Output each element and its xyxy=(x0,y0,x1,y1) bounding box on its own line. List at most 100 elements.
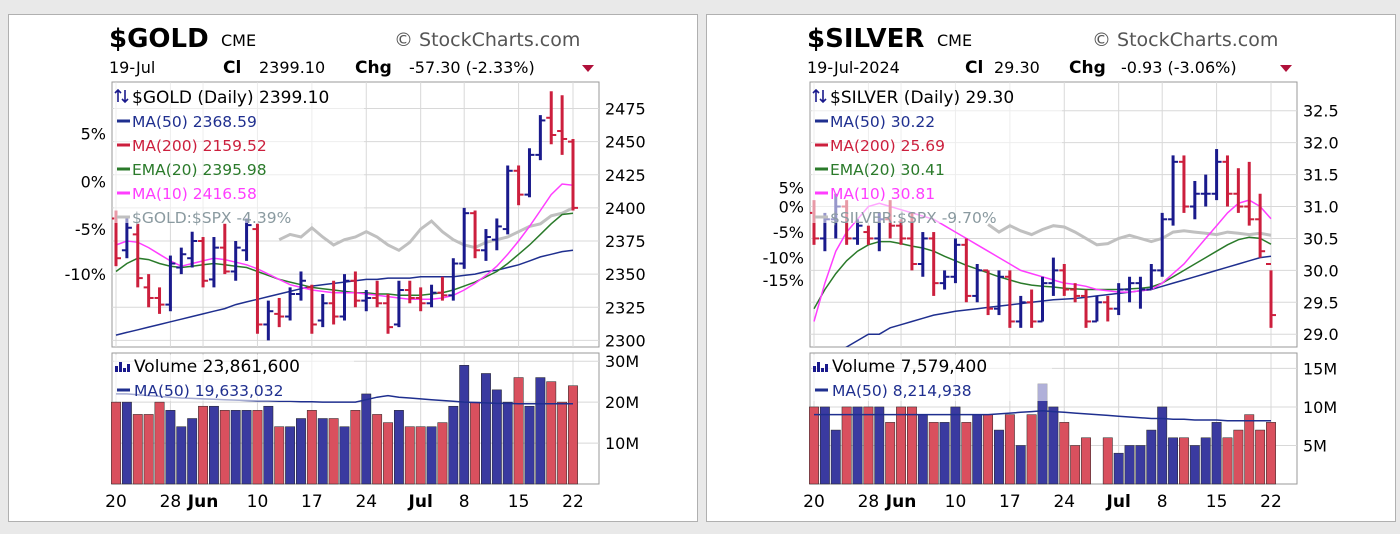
close-label: Cl xyxy=(223,58,241,78)
price-tick-label: 31.5 xyxy=(1303,166,1339,185)
volume-bar xyxy=(841,406,852,485)
ohlc-bar xyxy=(1037,276,1048,323)
price-tick-label: 29.0 xyxy=(1303,325,1339,344)
ohlc-bar xyxy=(437,276,448,301)
x-tick-label: 20 xyxy=(105,492,127,512)
volume-bar xyxy=(502,401,513,485)
volume-bar xyxy=(1211,422,1222,485)
volume-bar xyxy=(1081,437,1091,485)
close-label: Cl xyxy=(965,58,983,78)
price-tick-label: 2325 xyxy=(605,298,646,317)
ohlc-bar xyxy=(426,284,437,308)
volume-tick-label: 10M xyxy=(605,434,639,453)
silver-chart-panel: $SILVER CME © StockCharts.com 19-Jul-2024 Cl… xyxy=(706,14,1396,522)
x-tick-label: 10 xyxy=(945,492,967,512)
volume-bar xyxy=(1124,445,1135,485)
ohlc-bar xyxy=(274,297,285,328)
gold-chart: $GOLD CME © StockCharts.com 19-Jul Cl 2399.10… xyxy=(65,24,646,512)
ohlc-bar xyxy=(950,238,961,284)
ohlc-bar xyxy=(546,91,557,145)
volume-bar xyxy=(1222,437,1233,485)
x-tick-label: 28 xyxy=(160,492,182,512)
volume-bar xyxy=(1157,406,1168,485)
ohlc-bar xyxy=(1157,212,1168,277)
ohlc-bar xyxy=(1048,257,1059,296)
ohlc-bar xyxy=(993,270,1004,316)
price-tick-label: 2300 xyxy=(605,331,646,350)
down-arrow-icon xyxy=(1280,65,1292,72)
volume-icon xyxy=(813,366,816,372)
ohlc-bar xyxy=(535,115,546,161)
ohlc-bar xyxy=(1124,276,1135,303)
percent-tick-label: -5% xyxy=(75,220,106,239)
volume-bar xyxy=(219,410,230,485)
volume-icon xyxy=(127,364,130,372)
price-tick-label: 2350 xyxy=(605,265,646,284)
volume-legend-title: Volume 23,861,600 xyxy=(134,357,300,377)
legend-backdrop xyxy=(812,83,1062,223)
close-value: 2399.10 xyxy=(259,58,325,77)
volume-bar xyxy=(383,422,393,485)
ohlc-bar xyxy=(241,218,252,261)
volume-bar xyxy=(896,406,906,485)
volume-bar xyxy=(906,406,917,485)
price-tick-label: 29.5 xyxy=(1303,293,1339,312)
volume-ma50-line xyxy=(814,410,1271,422)
x-tick-label: 8 xyxy=(1157,492,1168,512)
volume-bar xyxy=(1200,437,1211,485)
ohlc-bar xyxy=(230,241,241,281)
volume-bar xyxy=(491,389,502,485)
volume-bar xyxy=(176,426,187,485)
legend-ma10: MA(10) 2416.58 xyxy=(132,185,257,203)
ohlc-bar xyxy=(1059,263,1070,296)
ohlc-bar xyxy=(328,280,339,325)
ohlc-bar xyxy=(983,269,994,316)
ohlc-bar xyxy=(383,294,394,334)
price-tick-label: 32.5 xyxy=(1303,102,1339,121)
volume-icon xyxy=(119,362,122,372)
price-tick-label: 32.0 xyxy=(1303,134,1339,153)
down-arrow-icon xyxy=(582,65,594,72)
percent-tick-label: -15% xyxy=(763,271,804,290)
volume-bar xyxy=(950,406,961,485)
legend-ma10: MA(10) 30.81 xyxy=(830,185,935,203)
volume-tick-label: 15M xyxy=(1303,359,1337,378)
exchange-label: CME xyxy=(221,31,256,50)
legend-ma50: MA(50) 2368.59 xyxy=(132,113,257,131)
percent-tick-label: 0% xyxy=(81,172,106,191)
ohlc-bar xyxy=(317,294,328,328)
legend-rel: $SILVER:$SPX -9.70% xyxy=(830,209,997,227)
relative-performance-line xyxy=(278,206,574,253)
change-value: -0.93 (-3.06%) xyxy=(1121,58,1237,77)
change-label: Chg xyxy=(355,58,392,78)
volume-bar xyxy=(928,422,939,485)
x-tick-label: 20 xyxy=(803,492,825,512)
ohlc-bar xyxy=(1091,295,1102,323)
ohlc-bar xyxy=(1266,262,1276,328)
percent-tick-label: -5% xyxy=(773,223,804,242)
volume-bar xyxy=(241,410,252,485)
ohlc-bar xyxy=(863,225,874,245)
volume-bar xyxy=(983,414,994,485)
percent-tick-label: 5% xyxy=(81,125,106,144)
ohlc-bar xyxy=(187,231,198,268)
ohlc-bar xyxy=(372,280,383,308)
legend-ema20: EMA(20) 30.41 xyxy=(830,161,945,179)
ohlc-bar xyxy=(502,165,513,235)
volume-bar xyxy=(1015,445,1026,485)
ohlc-bar xyxy=(404,280,415,304)
volume-bar xyxy=(132,414,143,485)
x-tick-label: 28 xyxy=(858,492,880,512)
volume-tick-label: 5M xyxy=(1303,436,1327,455)
ohlc-bar xyxy=(1004,270,1015,328)
ohlc-bar xyxy=(1222,155,1233,207)
volume-bar xyxy=(1113,452,1124,485)
volume-bar xyxy=(361,393,372,485)
volume-bar xyxy=(154,401,165,485)
ohlc-bar xyxy=(1255,193,1266,258)
volume-bar xyxy=(306,410,317,485)
date-label: 19-Jul xyxy=(109,58,155,77)
volume-bar xyxy=(874,406,885,485)
silver-chart: $SILVER CME © StockCharts.com 19-Jul-2024 Cl… xyxy=(763,24,1339,512)
ohlc-bar xyxy=(198,237,209,288)
